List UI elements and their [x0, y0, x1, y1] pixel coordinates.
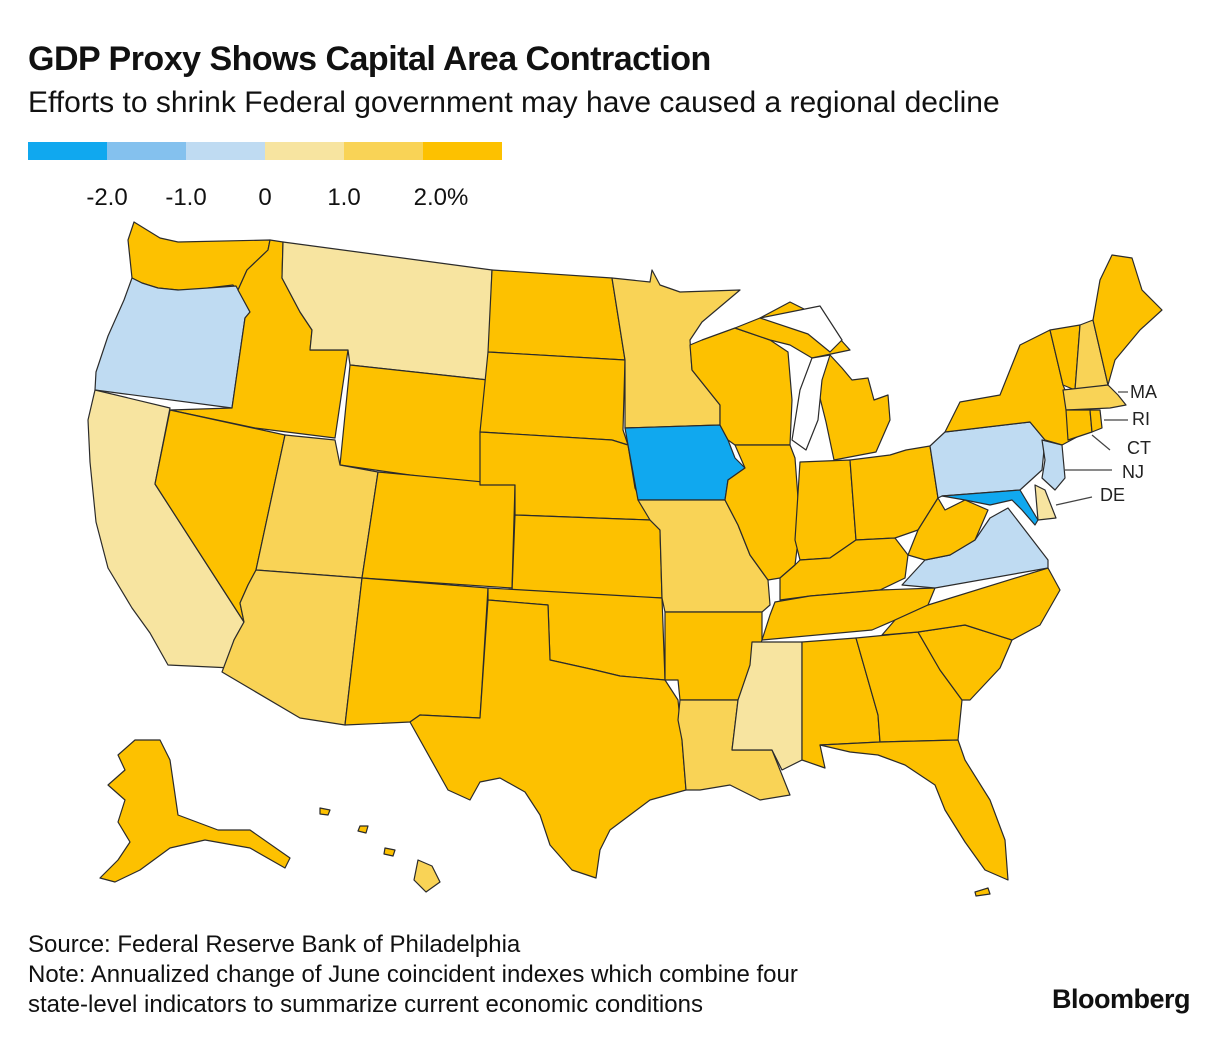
callout-label-de: DE — [1100, 485, 1125, 505]
state-NJ — [1041, 439, 1066, 491]
legend-tick-label: 2.0% — [413, 184, 469, 211]
state-IN — [794, 459, 857, 561]
lake-michigan — [791, 354, 831, 451]
legend-tick-label: -2.0 — [86, 184, 128, 211]
state-FL — [819, 739, 1009, 881]
state-MD — [941, 489, 1039, 526]
state-DE — [1034, 484, 1057, 521]
legend-tick-label: -1.0 — [165, 184, 207, 211]
callout-line-ct — [1091, 434, 1111, 451]
legend-tick-label: 1.0 — [327, 184, 361, 211]
chart-title: GDP Proxy Shows Capital Area Contraction — [28, 40, 711, 78]
source-note: Source: Federal Reserve Bank of Philadel… — [28, 930, 798, 1020]
state-NC — [881, 567, 1061, 641]
state-WY — [339, 364, 489, 486]
legend-tick-labels: -2.0 -1.0 0 1.0 2.0% — [28, 160, 508, 211]
callout-label-ct: CT — [1127, 438, 1151, 458]
note-line-2: state-level indicators to summarize curr… — [28, 991, 703, 1018]
legend-swatch-1 — [28, 142, 107, 160]
bloomberg-logo: Bloomberg — [1051, 984, 1191, 1014]
legend-swatch-5 — [344, 142, 423, 160]
color-legend: -2.0 -1.0 0 1.0 2.0% — [28, 142, 508, 211]
state-KY — [779, 537, 909, 601]
state-IL — [724, 444, 801, 581]
callout-label-ma: MA — [1130, 382, 1157, 402]
state-HI — [413, 859, 441, 893]
state-MI — [811, 354, 891, 461]
state-CT — [1065, 409, 1093, 441]
state-WV — [907, 497, 989, 561]
lake-superior — [759, 305, 843, 353]
callout-label-nj: NJ — [1122, 462, 1144, 482]
callout-line-de — [1055, 496, 1093, 506]
state-SD — [479, 351, 629, 446]
state-KS — [511, 514, 663, 599]
state-CO — [361, 471, 516, 589]
state-HI-isle-2 — [383, 847, 396, 857]
state-ND — [487, 269, 626, 361]
us-choropleth-map: MA RI CT NJ DE — [0, 205, 1228, 910]
note-line-1: Note: Annualized change of June coincide… — [28, 961, 798, 988]
state-HI-isle-3 — [357, 825, 369, 834]
state-ME — [1092, 254, 1163, 386]
state-PR — [974, 887, 991, 897]
legend-swatch-6 — [423, 142, 502, 160]
state-PA — [929, 421, 1046, 499]
state-MA — [1062, 384, 1127, 411]
legend-color-scale — [28, 142, 508, 160]
legend-swatch-3 — [186, 142, 265, 160]
legend-swatch-4 — [265, 142, 344, 160]
source-line: Source: Federal Reserve Bank of Philadel… — [28, 931, 521, 958]
state-RI — [1089, 409, 1103, 433]
state-OR — [94, 277, 251, 409]
state-TX — [409, 599, 687, 879]
state-NM — [344, 577, 489, 726]
chart-subtitle: Efforts to shrink Federal government may… — [28, 86, 1000, 119]
callout-label-ri: RI — [1132, 409, 1150, 429]
legend-tick-label: 0 — [258, 184, 272, 211]
state-HI-isle-4 — [319, 807, 331, 816]
state-VA — [901, 507, 1049, 589]
state-AK — [99, 739, 291, 883]
legend-swatch-2 — [107, 142, 186, 160]
